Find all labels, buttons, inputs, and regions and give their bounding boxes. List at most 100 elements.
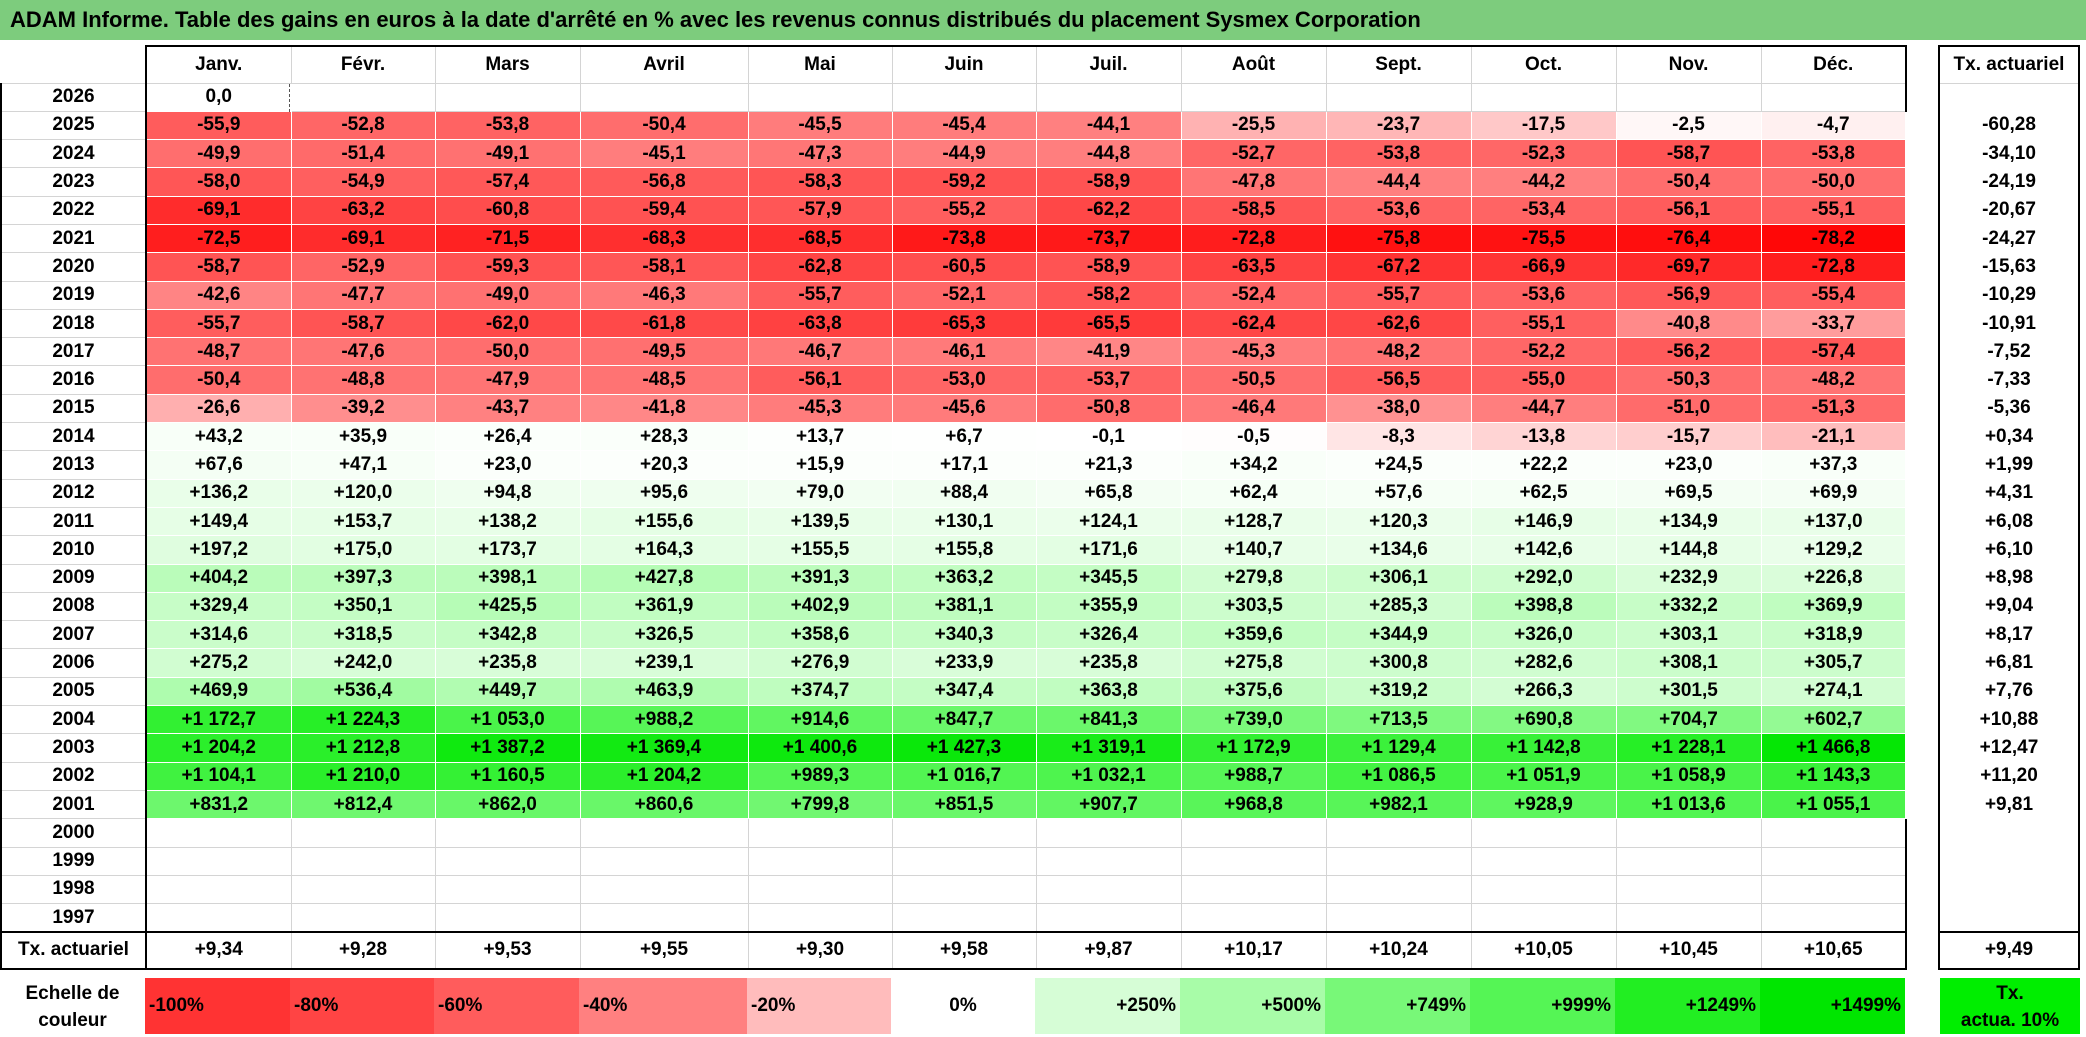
month-header: Mai: [747, 45, 893, 84]
page-title: ADAM Informe. Table des gains en euros à…: [0, 0, 2086, 40]
gain-cell: [1760, 82, 1907, 112]
year-label: 2011: [0, 506, 147, 537]
gain-cell: +425,5: [434, 591, 581, 622]
gain-cell: -69,1: [290, 223, 436, 254]
gain-cell: +282,6: [1470, 648, 1617, 678]
gain-cell: -39,2: [290, 393, 436, 424]
gain-cell: +1 086,5: [1325, 761, 1472, 791]
gain-cell: +329,4: [145, 591, 292, 622]
gain-cell: +1 204,2: [145, 733, 292, 763]
gain-cell: +469,9: [145, 676, 292, 707]
gain-cell: +136,2: [145, 478, 292, 508]
color-scale-label-line2: couleur: [38, 1010, 107, 1031]
gain-cell: -56,2: [1615, 337, 1762, 367]
gain-cell: +88,4: [891, 478, 1037, 508]
gain-cell: +35,9: [290, 422, 436, 452]
gain-cell: +15,9: [747, 450, 893, 480]
month-header: Juil.: [1035, 45, 1182, 84]
gain-cell: [1760, 874, 1907, 905]
gain-cell: -50,0: [1760, 167, 1907, 197]
gain-cell: -53,7: [1035, 365, 1182, 395]
gain-cell: +28,3: [579, 422, 749, 452]
gain-cell: +402,9: [747, 591, 893, 622]
gain-cell: +69,9: [1760, 478, 1907, 508]
year-label: 2014: [0, 422, 147, 452]
gain-cell: +1 172,9: [1180, 733, 1327, 763]
gain-cell: +139,5: [747, 506, 893, 537]
gain-cell: -44,2: [1470, 167, 1617, 197]
gain-cell: -53,4: [1470, 195, 1617, 225]
gain-cell: +17,1: [891, 450, 1037, 480]
gain-cell: -55,7: [1325, 280, 1472, 310]
gain-cell: +397,3: [290, 563, 436, 593]
gain-cell: -52,9: [290, 252, 436, 282]
gain-cell: +381,1: [891, 591, 1037, 622]
gain-cell: +308,1: [1615, 648, 1762, 678]
color-scale-step: +999%: [1470, 978, 1615, 1034]
gain-cell: -52,4: [1180, 280, 1327, 310]
gain-cell: -55,1: [1470, 308, 1617, 339]
gain-cell: +292,0: [1470, 563, 1617, 593]
rate-cell: [1938, 903, 2080, 932]
gain-cell: +242,0: [290, 648, 436, 678]
gain-cell: -55,7: [145, 308, 292, 339]
gain-cell: -63,2: [290, 195, 436, 225]
gain-cell: [145, 874, 292, 905]
month-header: Nov.: [1615, 45, 1762, 84]
year-label: 2020: [0, 252, 147, 282]
month-header: Oct.: [1470, 45, 1617, 84]
gain-cell: +62,4: [1180, 478, 1327, 508]
gain-cell: [290, 874, 436, 905]
rate-cell: [1938, 818, 2080, 848]
gain-cell: +375,6: [1180, 676, 1327, 707]
gain-cell: -62,8: [747, 252, 893, 282]
gain-cell: -71,5: [434, 223, 581, 254]
gain-cell: -58,3: [747, 167, 893, 197]
gain-cell: +155,8: [891, 535, 1037, 565]
gain-cell: +1 210,0: [290, 761, 436, 791]
gain-cell: [1615, 82, 1762, 112]
rate-cell: +12,47: [1938, 733, 2080, 763]
header-row: Janv. Févr. Mars Avril Mai Juin Juil. Août Sept.…: [1, 45, 1907, 84]
month-header: Févr.: [290, 45, 436, 84]
gain-cell: -60,5: [891, 252, 1037, 282]
gain-cell: -65,3: [891, 308, 1037, 339]
gain-cell: +43,2: [145, 422, 292, 452]
gain-cell: -52,7: [1180, 139, 1327, 169]
gain-cell: +1 032,1: [1035, 761, 1182, 791]
table-row: 2019 -42,6 -47,7 -49,0 -46,3 -55,7 -52,1 -58,2-…: [0, 280, 1907, 310]
gain-cell: +1 172,7: [145, 705, 292, 735]
gain-cell: +120,3: [1325, 506, 1472, 537]
gain-cell: +197,2: [145, 535, 292, 565]
gain-cell: +1 427,3: [891, 733, 1037, 763]
gain-cell: +314,6: [145, 620, 292, 650]
gain-cell: -62,2: [1035, 195, 1182, 225]
gain-cell: +276,9: [747, 648, 893, 678]
table-row: 2015 -26,6 -39,2 -43,7 -41,8 -45,3 -45,6 -50,8-…: [0, 393, 1907, 424]
rate-cell: +11,20: [1938, 762, 2080, 791]
gain-cell: -55,7: [747, 280, 893, 310]
rate-cell: -7,33: [1938, 365, 2080, 395]
gain-cell: +536,4: [290, 676, 436, 707]
gain-cell: +1 142,8: [1470, 733, 1617, 763]
gain-cell: +79,0: [747, 478, 893, 508]
month-header: Juin: [891, 45, 1037, 84]
gain-cell: -4,7: [1760, 110, 1907, 141]
gain-cell: -51,0: [1615, 393, 1762, 424]
gain-cell: -33,7: [1760, 308, 1907, 339]
gain-cell: +342,8: [434, 620, 581, 650]
gain-cell: -61,8: [579, 308, 749, 339]
gain-cell: [290, 846, 436, 876]
gain-cell: -45,3: [747, 393, 893, 424]
year-label: 2012: [0, 478, 147, 508]
gain-cell: -72,5: [145, 223, 292, 254]
gain-cell: -56,8: [579, 167, 749, 197]
gain-cell: +344,9: [1325, 620, 1472, 650]
gain-cell: +989,3: [747, 761, 893, 791]
gain-cell: [1760, 818, 1907, 848]
gain-cell: +13,7: [747, 422, 893, 452]
gain-cell: [579, 874, 749, 905]
gain-cell: +303,5: [1180, 591, 1327, 622]
table-row: 2024 -49,9 -51,4 -49,1 -45,1 -47,3 -44,9 -44,8-…: [0, 139, 1907, 169]
rate-cell: -10,91: [1938, 309, 2080, 338]
